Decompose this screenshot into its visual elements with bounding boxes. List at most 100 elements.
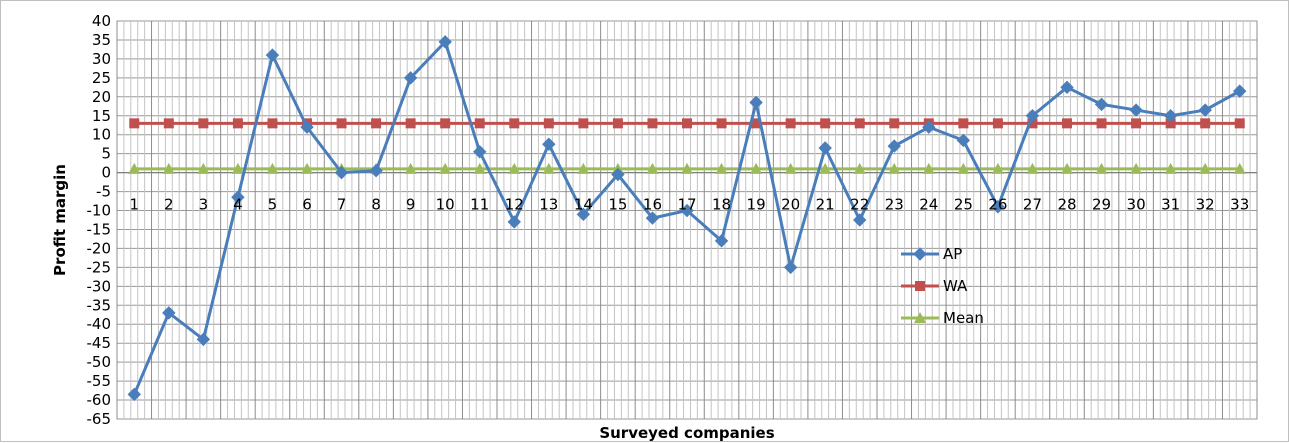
data-point-mean: [1199, 162, 1212, 174]
data-point-ap: [714, 234, 729, 248]
data-point-wa: [958, 118, 969, 129]
data-point-wa: [889, 118, 900, 129]
data-point-ap: [300, 120, 314, 134]
y-tick-labels: -65-60-55-50-45-40-35-30-25-20-15-10-505…: [87, 12, 112, 428]
x-tick-label: 13: [539, 196, 558, 214]
y-tick-label: -60: [87, 391, 112, 409]
data-point-ap: [1060, 80, 1074, 95]
x-tick-label: 9: [406, 196, 416, 214]
x-tick-label: 16: [643, 196, 662, 214]
data-point-mean: [266, 162, 279, 174]
y-tick-label: -15: [87, 220, 112, 238]
data-point-ap: [1163, 109, 1178, 123]
x-tick-label: 29: [1092, 196, 1111, 214]
data-point-mean: [162, 162, 175, 174]
x-tick-label: 31: [1161, 196, 1180, 214]
data-point-mean: [819, 162, 832, 174]
data-point-ap: [473, 145, 487, 159]
data-point-mean: [1061, 162, 1073, 174]
x-tick-label: 10: [436, 196, 455, 214]
legend-marker-mean: [914, 312, 926, 323]
data-point-wa: [1200, 118, 1211, 129]
data-point-wa: [1131, 118, 1142, 129]
legend-marker-wa: [915, 281, 925, 291]
data-point-mean: [542, 162, 555, 174]
data-point-mean: [853, 162, 866, 174]
x-tick-label: 24: [919, 196, 938, 214]
data-point-mean: [404, 162, 417, 174]
data-point-ap: [853, 213, 867, 227]
x-tick-label: 7: [337, 196, 347, 214]
data-point-ap: [507, 215, 521, 229]
series-layer: [127, 35, 1247, 402]
data-point-wa: [440, 118, 451, 129]
data-point-wa: [509, 118, 520, 129]
y-axis-title: Profit margin: [51, 164, 69, 276]
legend-item-mean: Mean: [901, 309, 984, 327]
data-point-wa: [474, 118, 485, 129]
data-point-mean: [508, 162, 521, 174]
y-tick-label: 20: [92, 88, 111, 106]
y-tick-label: -55: [87, 372, 112, 390]
data-point-ap: [403, 71, 418, 85]
y-tick-label: -20: [87, 239, 112, 257]
data-point-ap: [1025, 109, 1040, 123]
data-point-mean: [473, 162, 486, 174]
data-point-wa: [405, 118, 416, 129]
data-point-mean: [715, 162, 728, 174]
data-point-ap: [783, 260, 798, 275]
x-tick-label: 14: [574, 196, 593, 214]
data-point-mean: [991, 162, 1004, 174]
series-ap: [127, 35, 1247, 402]
data-point-mean: [1130, 162, 1143, 174]
data-point-ap: [196, 332, 211, 347]
x-tick-label: 8: [371, 196, 381, 214]
x-tick-label: 17: [677, 196, 696, 214]
data-point-wa: [647, 118, 658, 129]
x-tick-label: 4: [233, 196, 243, 214]
x-tick-label: 32: [1196, 196, 1215, 214]
y-tick-label: 0: [101, 164, 111, 182]
data-point-mean: [1026, 162, 1039, 174]
y-tick-label: -45: [87, 334, 112, 352]
y-tick-label: 5: [101, 145, 111, 163]
x-tick-label: 30: [1127, 196, 1146, 214]
data-point-wa: [232, 118, 243, 129]
data-point-wa: [163, 118, 174, 129]
x-tick-label: 6: [302, 196, 312, 214]
x-tick-label: 26: [988, 196, 1007, 214]
data-point-ap: [749, 95, 763, 110]
data-point-wa: [716, 118, 727, 129]
y-tick-label: -10: [87, 202, 112, 220]
data-point-mean: [439, 162, 452, 174]
legend-label-mean: Mean: [943, 309, 984, 327]
y-tick-label: -35: [87, 296, 112, 314]
x-tick-labels: 1 2 3 4 5 6 7 8 9 10 11 12 13 14 15 16 17 18 19 20 21 22 23 24 2…: [129, 196, 1249, 214]
y-tick-label: -30: [87, 277, 112, 295]
data-point-ap: [1094, 97, 1109, 112]
x-tick-label: 19: [747, 196, 766, 214]
y-tick-label: -40: [87, 315, 112, 333]
data-point-mean: [231, 162, 244, 174]
legend-label-wa: WA: [943, 277, 968, 295]
data-point-wa: [854, 118, 865, 129]
plot-area: [116, 20, 1258, 420]
x-tick-label: 27: [1023, 196, 1042, 214]
y-tick-label: 15: [92, 107, 111, 125]
legend-item-ap: AP: [901, 245, 962, 263]
data-point-wa: [992, 118, 1003, 129]
data-point-mean: [577, 162, 590, 174]
data-point-ap: [680, 203, 694, 218]
x-tick-label: 15: [608, 196, 627, 214]
data-point-ap: [127, 387, 141, 402]
data-point-ap: [576, 207, 591, 222]
data-point-mean: [922, 162, 935, 174]
data-point-ap: [265, 48, 280, 62]
data-point-ap: [162, 306, 176, 320]
data-point-wa: [267, 118, 278, 129]
x-tick-label: 3: [199, 196, 209, 214]
data-point-wa: [682, 118, 692, 129]
x-tick-label: 25: [954, 196, 973, 214]
